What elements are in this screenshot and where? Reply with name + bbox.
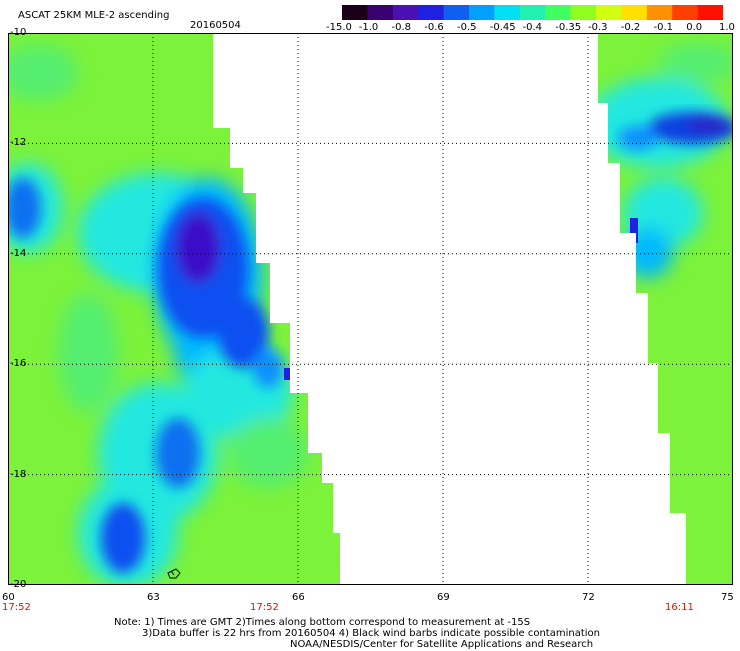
colorbar-swatch	[519, 5, 546, 20]
longitude-label: 66	[292, 592, 305, 603]
colorbar-labels: -15.0 -1.0 -0.8 -0.6 -0.5 -0.45 -0.4 -0.35 -0.3 -…	[326, 22, 740, 34]
colorbar-swatch	[342, 5, 368, 20]
colorbar-label: -1.0	[358, 22, 379, 33]
note-line-2: 3)Data buffer is 22 hrs from 20160504 4)…	[142, 628, 600, 639]
map-title: ASCAT 25KM MLE-2 ascending	[18, 10, 170, 21]
note-line-1: Note: 1) Times are GMT 2)Times along bot…	[114, 617, 531, 628]
colorbar-swatch	[545, 5, 572, 20]
colorbar-swatch	[443, 5, 470, 20]
longitude-label: 69	[437, 592, 450, 603]
colorbar-label: -0.3	[588, 22, 608, 33]
longitude-label: 63	[147, 592, 160, 603]
wind-barb-marker	[167, 568, 181, 579]
colorbar-swatch	[570, 5, 597, 20]
swath-map	[8, 33, 733, 585]
note-line-3: NOAA/NESDIS/Center for Satellite Applica…	[290, 639, 594, 650]
colorbar-swatch	[494, 5, 521, 20]
latitude-label: -14	[10, 247, 27, 259]
latitude-label: -20	[10, 579, 27, 590]
latitude-label: -16	[10, 358, 27, 370]
colorbar-swatch	[469, 5, 495, 20]
map-frame	[8, 33, 733, 585]
left-swath	[8, 33, 340, 585]
pass-time-label: 17:52	[250, 602, 279, 613]
pass-time-label: 17:52	[2, 602, 31, 613]
colorbar-label: -0.8	[391, 22, 412, 33]
colorbar-label: -0.35	[555, 22, 582, 33]
colorbar-label: -15.0	[326, 22, 352, 33]
colorbar-swatch	[672, 5, 699, 20]
colorbar-label: -0.45	[489, 22, 516, 33]
longitude-label: 72	[582, 592, 595, 603]
lat-lon-grid	[8, 33, 733, 585]
colorbar-label: -0.6	[424, 22, 444, 33]
latitude-label: -18	[10, 468, 27, 480]
colorbar-swatch	[621, 5, 648, 20]
pass-time-label: 16:11	[665, 602, 694, 613]
colorbar-label: 1.0	[719, 22, 735, 33]
colorbar-swatch	[596, 5, 622, 20]
colorbar-swatch	[392, 5, 419, 20]
latitude-label: -12	[10, 137, 27, 149]
colorbar-swatch	[367, 5, 394, 20]
colorbar-label: 0.0	[686, 22, 703, 33]
latitude-label: -10	[10, 27, 27, 38]
right-swath	[598, 33, 733, 585]
colorbar	[342, 5, 723, 20]
longitude-label: 75	[721, 592, 734, 603]
longitude-label: 60	[2, 592, 15, 603]
colorbar-label: -0.2	[620, 22, 641, 33]
colorbar-swatch	[697, 5, 723, 20]
colorbar-label: -0.4	[522, 22, 543, 33]
colorbar-label: -0.1	[653, 22, 674, 33]
colorbar-swatch	[646, 5, 673, 20]
colorbar-swatch	[418, 5, 445, 20]
colorbar-label: -0.5	[457, 22, 477, 33]
map-date: 20160504	[190, 20, 241, 31]
